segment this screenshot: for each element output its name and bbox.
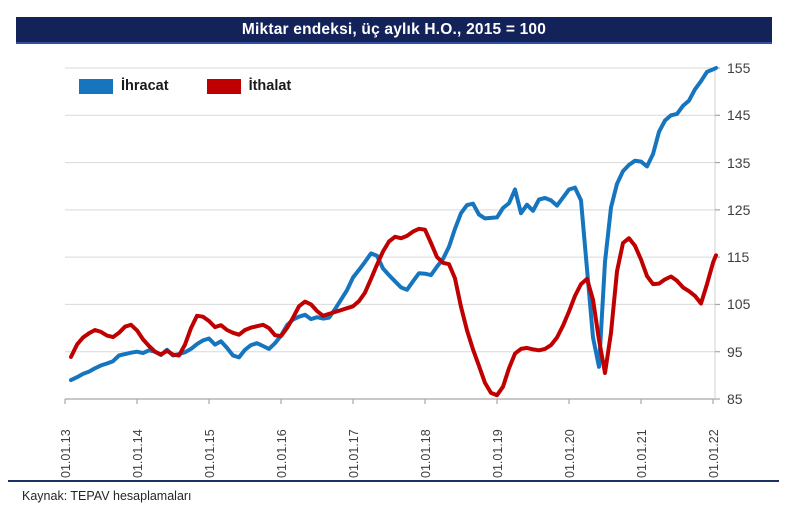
source-note: Kaynak: TEPAV hesaplamaları bbox=[22, 489, 192, 503]
y-axis-label-85: 85 bbox=[727, 391, 743, 407]
y-axis-label-135: 135 bbox=[727, 154, 751, 171]
x-axis-label-01.01.17: 01.01.17 bbox=[347, 429, 361, 478]
x-axis-label-01.01.13: 01.01.13 bbox=[59, 429, 73, 478]
y-axis-label-155: 155 bbox=[727, 60, 751, 76]
chart-title: Miktar endeksi, üç aylık H.O., 2015 = 10… bbox=[241, 20, 547, 38]
x-axis-label-01.01.20: 01.01.20 bbox=[563, 429, 577, 478]
ithalat-label: İthalat bbox=[248, 78, 292, 94]
y-axis-label-115: 115 bbox=[727, 249, 750, 266]
series-line-i̇thalat bbox=[69, 226, 718, 398]
ihracat-swatch bbox=[79, 78, 113, 94]
y-axis-label-105: 105 bbox=[727, 296, 751, 313]
x-axis-label-01.01.18: 01.01.18 bbox=[419, 429, 433, 478]
x-axis-label-01.01.14: 01.01.14 bbox=[131, 429, 145, 478]
x-axis-label-01.01.16: 01.01.16 bbox=[275, 429, 289, 478]
y-axis-label-125: 125 bbox=[727, 201, 751, 218]
chart-title-bar: Miktar endeksi, üç aylık H.O., 2015 = 10… bbox=[16, 17, 772, 44]
y-axis-label-145: 145 bbox=[727, 107, 751, 124]
x-axis-label-01.01.21: 01.01.21 bbox=[635, 429, 649, 478]
ihracat-label: İhracat bbox=[121, 78, 169, 94]
legend-item-ihracat: İhracat bbox=[79, 78, 195, 94]
x-axis-label-01.01.15: 01.01.15 bbox=[203, 429, 217, 478]
x-axis-label-01.01.22: 01.01.22 bbox=[707, 429, 721, 478]
bottom-separator-line bbox=[8, 480, 779, 482]
x-axis-label-01.01.19: 01.01.19 bbox=[491, 429, 505, 478]
chart-legend: İhracat İthalat bbox=[79, 78, 317, 94]
ithalat-swatch bbox=[206, 78, 241, 94]
legend-item-ithalat: İthalat bbox=[206, 78, 318, 94]
y-axis-label-95: 95 bbox=[727, 343, 743, 360]
